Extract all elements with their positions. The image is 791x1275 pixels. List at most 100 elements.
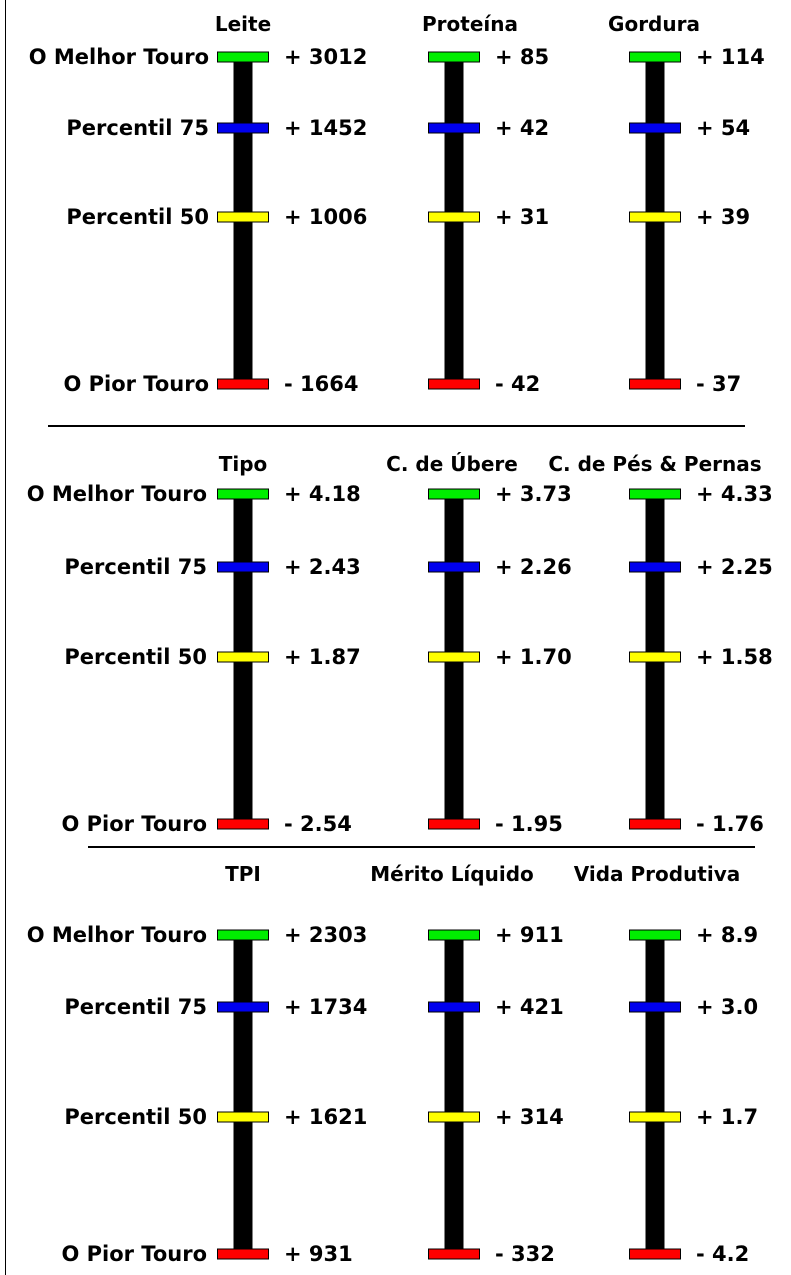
section-separator [48,425,745,427]
metric-title: Tipo [218,452,268,476]
percentile-50-marker [428,211,480,223]
best-bull-marker [629,51,681,63]
metric-value-label: + 2303 [284,923,368,947]
best-bull-marker [217,51,269,63]
row-label-p75: Percentil 75 [66,116,209,140]
metric-value-label: + 1.87 [284,645,361,669]
metric-title: C. de Pés & Pernas [548,452,762,476]
metric-value-label: - 4.2 [696,1242,750,1266]
metric-value-label: + 1.58 [696,645,773,669]
percentile-75-marker [428,561,480,573]
worst-bull-marker [428,378,480,390]
best-bull-marker [428,488,480,500]
row-label-best: O Melhor Touro [26,923,207,947]
metric-value-label: + 3012 [284,45,368,69]
row-label-worst: O Pior Touro [63,372,209,396]
percentile-75-marker [428,1001,480,1013]
metric-value-label: + 3.0 [696,995,759,1019]
metric-value-label: + 85 [495,45,550,69]
best-bull-marker [217,488,269,500]
percentile-50-marker [217,211,269,223]
metric-value-label: + 1621 [284,1105,368,1129]
metric-title: C. de Úbere [386,452,518,476]
metric-value-label: + 2.25 [696,555,773,579]
metric-title: Leite [214,12,272,36]
metric-value-label: + 42 [495,116,550,140]
metric-title: Mérito Líquido [370,862,534,886]
metric-value-label: + 4.33 [696,482,773,506]
metric-value-label: - 1.76 [696,812,764,836]
row-label-best: O Melhor Touro [26,482,207,506]
worst-bull-marker [629,818,681,830]
percentile-50-marker [629,1111,681,1123]
row-label-p75: Percentil 75 [64,555,207,579]
metric-value-label: + 54 [696,116,751,140]
percentile-75-marker [629,122,681,134]
percentile-75-marker [217,122,269,134]
percentile-50-marker [428,651,480,663]
metric-title: Vida Produtiva [573,862,741,886]
metric-value-label: - 332 [495,1242,555,1266]
metric-value-label: + 2.43 [284,555,361,579]
best-bull-marker [629,488,681,500]
metric-value-label: + 4.18 [284,482,361,506]
metric-value-label: + 39 [696,205,751,229]
best-bull-marker [428,51,480,63]
metric-value-label: + 1734 [284,995,368,1019]
row-label-p50: Percentil 50 [64,645,207,669]
worst-bull-marker [428,1248,480,1260]
metric-value-label: - 1.95 [495,812,563,836]
worst-bull-marker [217,1248,269,1260]
metric-value-label: + 1.70 [495,645,572,669]
percentile-75-marker [217,561,269,573]
row-label-best: O Melhor Touro [28,45,209,69]
metric-range-bar [645,935,665,1254]
metric-value-label: + 911 [495,923,564,947]
metric-title: Gordura [608,12,700,36]
row-label-p50: Percentil 50 [66,205,209,229]
percentile-75-marker [629,1001,681,1013]
best-bull-marker [629,929,681,941]
metric-value-label: + 114 [696,45,765,69]
worst-bull-marker [428,818,480,830]
row-label-worst: O Pior Touro [61,812,207,836]
percentile-50-marker [428,1111,480,1123]
metric-range-bar [233,935,253,1254]
metric-value-label: + 931 [284,1242,353,1266]
percentile-75-marker [428,122,480,134]
section-separator [88,846,755,848]
percentile-50-marker [629,651,681,663]
metric-range-bar [444,935,464,1254]
metric-value-label: - 2.54 [284,812,352,836]
metric-value-label: - 42 [495,372,541,396]
metric-value-label: + 1452 [284,116,368,140]
percentile-75-marker [629,561,681,573]
percentile-50-marker [629,211,681,223]
row-label-p75: Percentil 75 [64,995,207,1019]
metric-value-label: + 2.26 [495,555,572,579]
metric-value-label: + 421 [495,995,564,1019]
metric-value-label: + 31 [495,205,550,229]
best-bull-marker [428,929,480,941]
percentile-50-marker [217,651,269,663]
left-border-line [5,0,6,1275]
row-label-worst: O Pior Touro [61,1242,207,1266]
metric-title: Proteína [422,12,518,36]
percentile-50-marker [217,1111,269,1123]
metric-value-label: + 3.73 [495,482,572,506]
metric-value-label: + 1.7 [696,1105,759,1129]
row-label-p50: Percentil 50 [64,1105,207,1129]
metric-value-label: - 1664 [284,372,359,396]
best-bull-marker [217,929,269,941]
worst-bull-marker [217,378,269,390]
worst-bull-marker [217,818,269,830]
metric-value-label: + 8.9 [696,923,759,947]
metric-value-label: + 1006 [284,205,368,229]
metric-value-label: + 314 [495,1105,564,1129]
worst-bull-marker [629,378,681,390]
metric-value-label: - 37 [696,372,742,396]
metric-title: TPI [225,862,261,886]
percentile-75-marker [217,1001,269,1013]
worst-bull-marker [629,1248,681,1260]
